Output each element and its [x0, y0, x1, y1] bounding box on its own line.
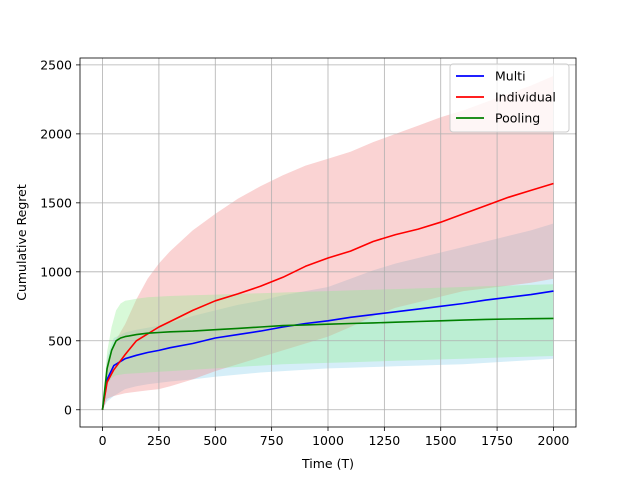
- x-tick-label: 0: [99, 433, 107, 448]
- x-tick-label: 500: [203, 433, 227, 448]
- legend-entry-pooling: Pooling: [456, 111, 540, 126]
- y-tick-label: 0: [64, 402, 72, 417]
- y-tick-label: 1000: [40, 264, 72, 279]
- y-axis-label: Cumulative Regret: [14, 184, 29, 301]
- legend-entries: Multi Individual Pooling: [456, 69, 556, 126]
- legend-entry-individual: Individual: [456, 90, 556, 105]
- x-tick-label: 2000: [538, 433, 570, 448]
- legend: Multi Individual Pooling: [449, 63, 570, 133]
- series-line-pooling: [101, 317, 554, 410]
- y-tick-label: 2500: [40, 57, 72, 72]
- x-tick-label: 1750: [481, 433, 513, 448]
- legend-entry-multi: Multi: [456, 69, 526, 84]
- legend-label: Individual: [495, 90, 556, 105]
- x-axis-ticks: 0 250 500 750 1000 1250 1500 1750 2000: [99, 427, 570, 448]
- x-tick-label: 1500: [425, 433, 457, 448]
- series-line-individual: [101, 182, 554, 410]
- series-line-multi: [101, 290, 554, 410]
- series-lines: [101, 182, 554, 410]
- legend-box: [449, 63, 570, 133]
- y-axis-ticks: 0 500 1000 1500 2000 2500: [40, 57, 80, 417]
- x-tick-label: 1000: [312, 433, 344, 448]
- legend-label: Multi: [495, 69, 526, 84]
- y-tick-label: 2000: [40, 126, 72, 141]
- x-tick-label: 1250: [368, 433, 400, 448]
- x-axis-label: Time (T): [301, 456, 354, 471]
- x-tick-label: 250: [147, 433, 171, 448]
- legend-label: Pooling: [495, 111, 540, 126]
- x-tick-label: 750: [260, 433, 284, 448]
- y-tick-label: 500: [48, 333, 72, 348]
- y-tick-label: 1500: [40, 195, 72, 210]
